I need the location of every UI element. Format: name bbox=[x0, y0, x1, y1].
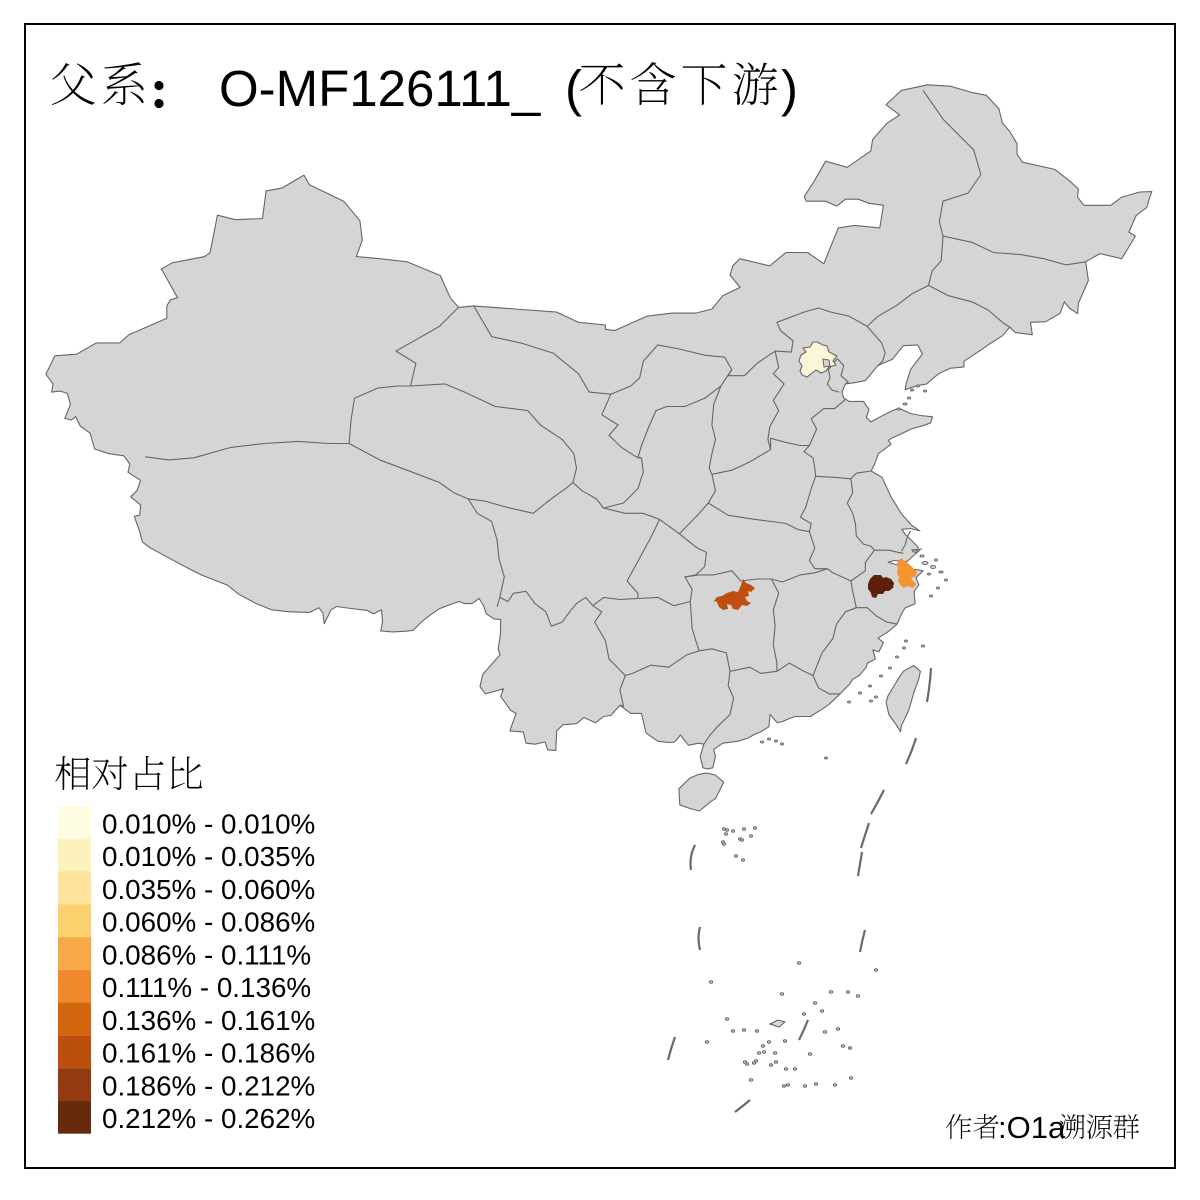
svg-text::O1a: :O1a bbox=[998, 1110, 1066, 1145]
svg-text:): ) bbox=[781, 60, 798, 117]
svg-text:0.212% - 0.262%: 0.212% - 0.262% bbox=[102, 1103, 315, 1134]
svg-text:0.010% - 0.010%: 0.010% - 0.010% bbox=[102, 808, 315, 839]
svg-text:0.035% - 0.060%: 0.035% - 0.060% bbox=[102, 874, 315, 905]
svg-text:0.161% - 0.186%: 0.161% - 0.186% bbox=[102, 1038, 315, 1069]
svg-text:(: ( bbox=[565, 60, 582, 117]
svg-text:0.010% - 0.035%: 0.010% - 0.035% bbox=[102, 841, 315, 872]
svg-text:0.060% - 0.086%: 0.060% - 0.086% bbox=[102, 907, 315, 938]
svg-text:0.111% - 0.136%: 0.111% - 0.136% bbox=[102, 972, 311, 1003]
svg-text:0.136% - 0.161%: 0.136% - 0.161% bbox=[102, 1005, 315, 1036]
svg-text:O-MF126111_: O-MF126111_ bbox=[219, 60, 541, 117]
svg-text:0.086% - 0.111%: 0.086% - 0.111% bbox=[102, 939, 311, 970]
svg-text:0.186% - 0.212%: 0.186% - 0.212% bbox=[102, 1071, 315, 1102]
